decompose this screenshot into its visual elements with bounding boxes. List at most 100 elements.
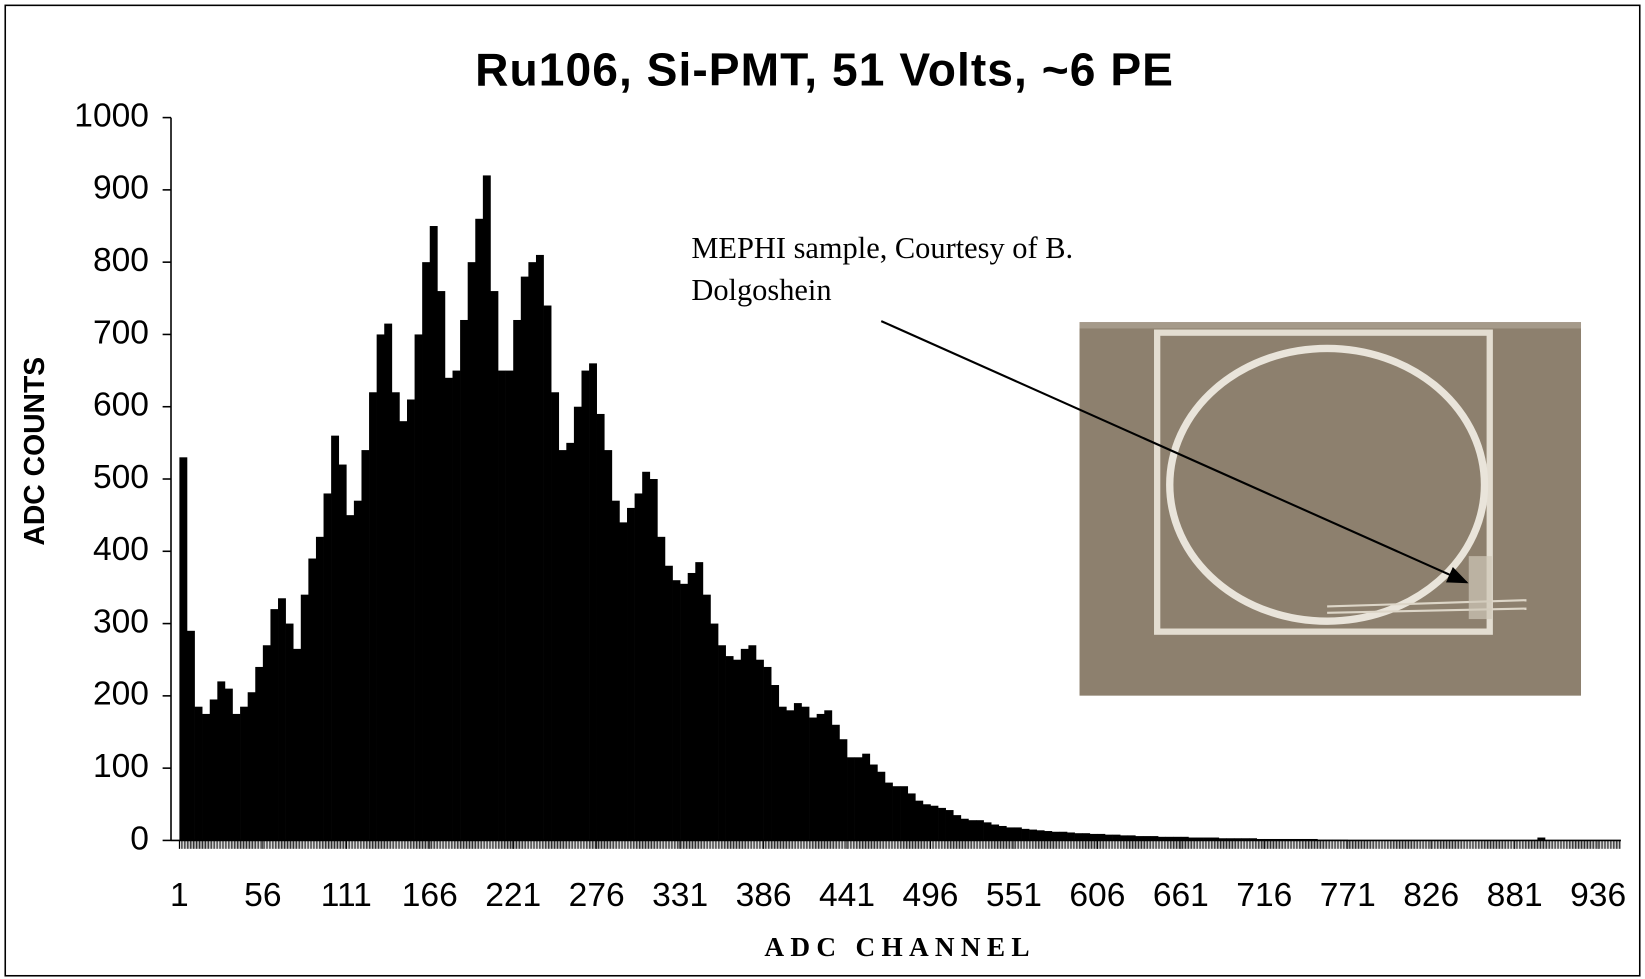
bar xyxy=(535,254,544,841)
bar xyxy=(414,334,423,841)
bar xyxy=(740,648,749,841)
bar xyxy=(331,435,340,841)
bar xyxy=(847,757,855,841)
chart-title: Ru106, Si-PMT, 51 Volts, ~6 PE xyxy=(475,44,1174,96)
bar xyxy=(695,562,704,841)
bar xyxy=(452,370,461,841)
x-tick-label: 881 xyxy=(1487,877,1543,914)
bar xyxy=(422,262,431,841)
bar xyxy=(1241,838,1250,841)
x-tick-label: 441 xyxy=(819,877,875,914)
bar xyxy=(285,623,294,841)
bar xyxy=(179,457,188,841)
bar xyxy=(232,713,241,841)
bar xyxy=(816,713,825,841)
bar xyxy=(854,757,863,841)
bar xyxy=(596,413,605,841)
bar xyxy=(824,710,833,841)
x-tick-label: 606 xyxy=(1069,877,1125,914)
x-tick-label: 166 xyxy=(402,877,458,914)
bar xyxy=(627,507,635,841)
x-tick-label: 496 xyxy=(902,877,958,914)
bar xyxy=(1233,838,1242,841)
bar xyxy=(308,558,317,841)
bar xyxy=(558,450,567,841)
bar xyxy=(543,305,552,841)
bar xyxy=(194,706,203,841)
bar xyxy=(884,782,893,841)
bar xyxy=(664,565,673,841)
bar xyxy=(809,717,817,841)
x-tick-label: 551 xyxy=(986,877,1042,914)
bar xyxy=(672,580,681,841)
bar xyxy=(209,699,218,841)
bar xyxy=(778,706,787,841)
bar xyxy=(315,536,324,841)
bar xyxy=(551,392,560,841)
bar xyxy=(1082,833,1091,841)
bar xyxy=(278,598,286,841)
bar xyxy=(202,713,211,841)
bar xyxy=(1089,833,1098,841)
bar xyxy=(1013,827,1022,841)
bar xyxy=(763,666,772,841)
bar xyxy=(1067,832,1075,841)
bar xyxy=(1112,834,1121,841)
bar xyxy=(1104,834,1113,841)
bar xyxy=(1074,833,1083,841)
y-tick-label: 300 xyxy=(93,603,149,640)
bar xyxy=(338,464,347,841)
bar xyxy=(1006,827,1015,841)
bar xyxy=(976,820,984,841)
bar xyxy=(513,319,522,841)
bar xyxy=(748,645,757,841)
bar xyxy=(1218,838,1227,841)
bar xyxy=(1036,830,1045,841)
bar xyxy=(1044,831,1053,841)
x-tick-label: 386 xyxy=(736,877,792,914)
bar xyxy=(710,623,719,841)
bar xyxy=(862,753,871,841)
x-tick-label: 221 xyxy=(485,877,541,914)
bar xyxy=(907,793,916,841)
bar xyxy=(1051,831,1060,841)
y-tick-label: 0 xyxy=(130,820,149,857)
bar xyxy=(444,377,453,841)
x-axis-title: ADC CHANNEL xyxy=(764,932,1035,962)
annotation-arrow xyxy=(880,320,1469,584)
annotation: Dolgoshein xyxy=(691,273,831,307)
bar xyxy=(1142,836,1151,841)
bar xyxy=(384,323,393,841)
bar xyxy=(771,685,780,841)
y-tick-label: 1000 xyxy=(74,97,149,134)
bar xyxy=(391,392,400,841)
bar xyxy=(839,739,848,841)
bar xyxy=(240,706,248,841)
bar xyxy=(460,319,469,841)
bar xyxy=(573,406,582,841)
bar xyxy=(589,363,597,841)
bar xyxy=(945,810,954,841)
bar xyxy=(968,820,977,841)
bar xyxy=(1021,828,1030,841)
bar xyxy=(1211,837,1220,841)
bar xyxy=(255,666,264,841)
bar xyxy=(1097,833,1106,841)
frame xyxy=(4,4,1641,977)
x-tick-label: 331 xyxy=(652,877,708,914)
bar xyxy=(702,594,711,841)
bar xyxy=(247,692,256,841)
bar xyxy=(376,334,385,841)
bar xyxy=(1127,835,1136,841)
bar xyxy=(755,659,764,841)
bar xyxy=(960,818,969,841)
bar xyxy=(1203,837,1212,841)
y-tick-label: 400 xyxy=(93,531,149,568)
inset-photo xyxy=(1079,322,1582,696)
bar xyxy=(604,450,613,841)
bar xyxy=(270,609,279,841)
bar xyxy=(900,786,909,841)
bar xyxy=(186,630,195,841)
